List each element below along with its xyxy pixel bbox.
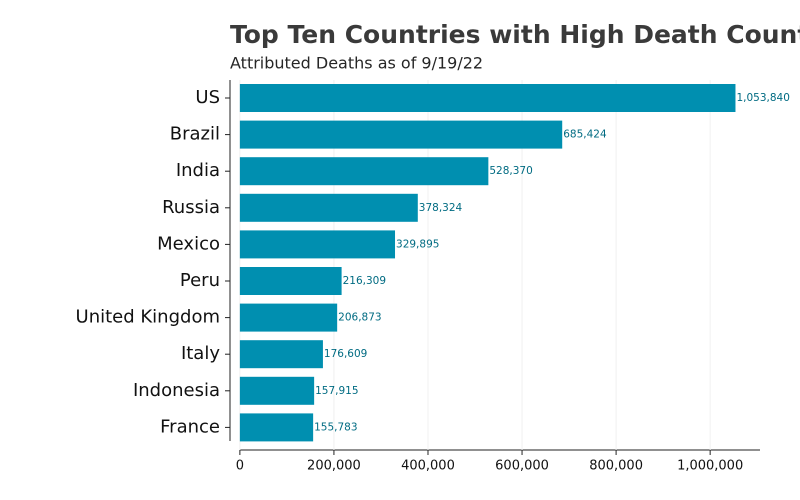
- value-label: 528,370: [489, 165, 532, 177]
- y-tick-label: United Kingdom: [76, 307, 220, 328]
- x-tick-label: 800,000: [589, 459, 643, 474]
- y-tick-label: Brazil: [170, 124, 220, 145]
- value-label: 685,424: [563, 129, 607, 141]
- bar: [239, 340, 323, 369]
- x-tick-label: 400,000: [401, 459, 455, 474]
- value-label: 206,873: [338, 312, 381, 324]
- y-tick-label: US: [195, 87, 220, 108]
- bar: [239, 267, 342, 295]
- bar: [239, 376, 315, 405]
- bar: [239, 120, 563, 149]
- value-label: 378,324: [419, 202, 463, 214]
- y-tick-label: Indonesia: [133, 380, 220, 401]
- x-tick-label: 200,000: [307, 459, 361, 474]
- y-tick-label: Peru: [180, 270, 220, 291]
- bar: [239, 413, 314, 442]
- value-label: 329,895: [396, 238, 439, 250]
- value-label: 1,053,840: [736, 92, 789, 104]
- value-label: 216,309: [343, 275, 386, 287]
- bar: [239, 230, 396, 259]
- value-label: 157,915: [315, 385, 358, 397]
- y-tick-label: Italy: [181, 343, 220, 364]
- bar: [239, 84, 736, 112]
- chart-subtitle: Attributed Deaths as of 9/19/22: [230, 54, 483, 73]
- bar: [239, 303, 338, 332]
- y-tick-label: Mexico: [157, 233, 220, 254]
- bar: [239, 193, 418, 222]
- value-label: 155,783: [314, 421, 357, 433]
- bar: [239, 157, 489, 186]
- y-tick-label: Russia: [162, 197, 220, 218]
- x-tick-label: 0: [236, 459, 244, 474]
- x-tick-label: 600,000: [495, 459, 549, 474]
- chart-title: Top Ten Countries with High Death Counts: [230, 20, 800, 49]
- y-tick-label: France: [160, 416, 220, 437]
- x-tick-label: 1,000,000: [677, 459, 743, 474]
- value-label: 176,609: [324, 348, 367, 360]
- y-tick-label: India: [176, 160, 220, 181]
